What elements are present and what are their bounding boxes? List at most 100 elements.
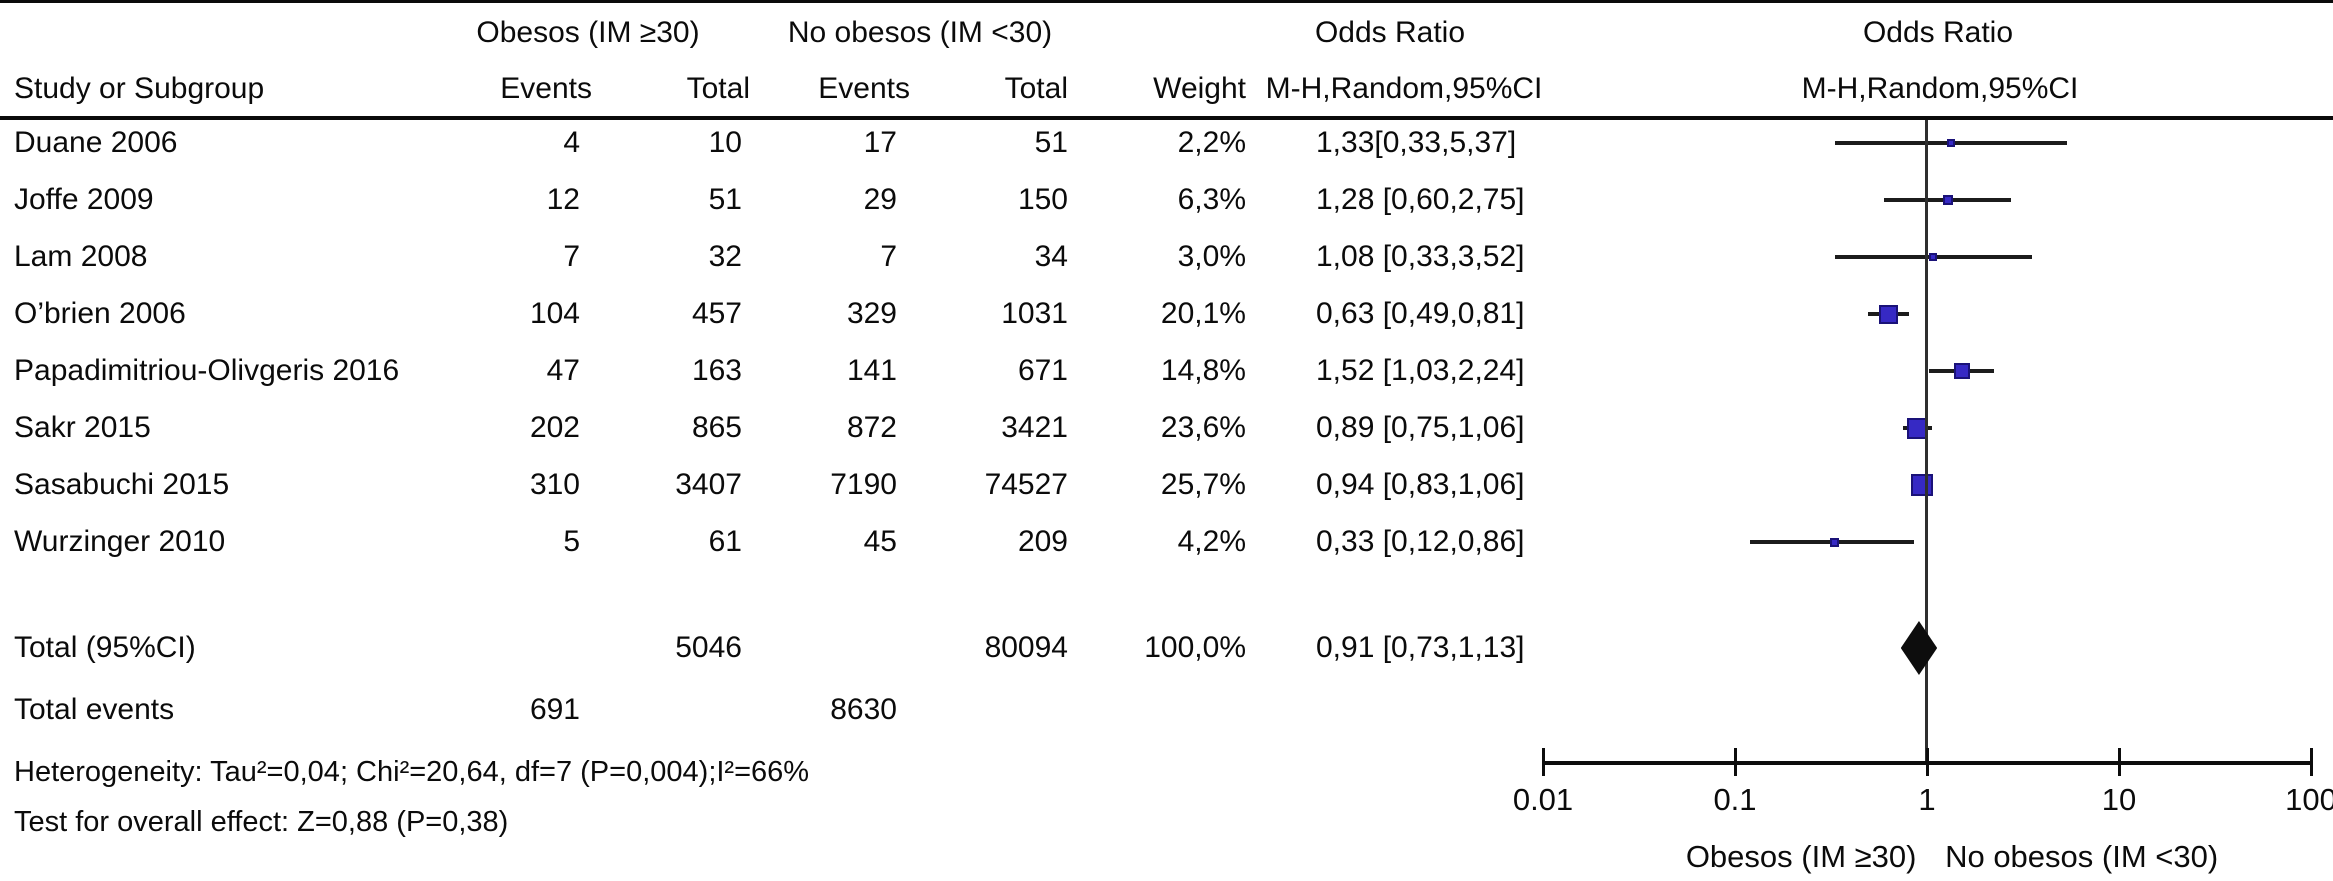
group2-header: No obesos (IM <30) [787,16,1053,49]
effect-square [1830,537,1840,547]
weight-cell: 23,6% [1160,411,1246,444]
events-nonobese-cell: 29 [863,183,897,216]
weight-cell: 14,8% [1160,354,1246,387]
total-nonobese-cell: 150 [1017,183,1068,216]
or-ci-cell: 0,33 [0,12,0,86] [1316,525,1525,558]
events-nonobese-cell: 17 [863,126,897,159]
study-name: Lam 2008 [14,240,148,273]
events2-column-header: Events [818,72,910,105]
total1-column-header: Total [686,72,750,105]
total-nonobese-cell: 3421 [1001,411,1068,444]
axis-tick-label: 10 [2101,782,2137,817]
events-nonobese-cell: 872 [846,411,897,444]
study-name: Duane 2006 [14,126,178,159]
summary-diamond [1900,621,1938,675]
total-or-ci: 0,91 [0,73,1,13] [1316,631,1525,664]
total-nonobese-cell: 34 [1034,240,1068,273]
heterogeneity-note: Heterogeneity: Tau²=0,04; Chi²=20,64, df… [14,756,810,788]
total-nonobese-cell: 74527 [984,468,1068,501]
axis-caption-right: No obesos (IM <30) [1945,839,2219,874]
total-obese-cell: 32 [708,240,742,273]
events-nonobese-cell: 329 [846,297,897,330]
total-obese-cell: 61 [708,525,742,558]
study-name: O’brien 2006 [14,297,186,330]
total-events-nonobese: 8630 [830,693,897,726]
effect-square [1910,474,1933,496]
effect-square [1946,139,1955,147]
or-ci-cell: 0,89 [0,75,1,06] [1316,411,1525,444]
total-obese-cell: 51 [708,183,742,216]
axis-tick-label: 1 [1918,782,1936,817]
axis-tick-label: 0.1 [1713,782,1757,817]
axis-tick-label: 0.01 [1512,782,1574,817]
axis-tick [2118,748,2121,776]
study-name: Joffe 2009 [14,183,154,216]
total-weight: 100,0% [1144,631,1246,664]
events-obese-cell: 104 [529,297,580,330]
effect-square [1929,253,1938,261]
total-obese-n: 5046 [675,631,742,664]
total-row-label: Total (95%CI) [14,631,196,664]
group1-header: Obesos (IM ≥30) [476,16,700,49]
or-ci-cell: 0,63 [0,49,0,81] [1316,297,1525,330]
events-obese-cell: 202 [529,411,580,444]
events-obese-cell: 4 [563,126,580,159]
study-column-header: Study or Subgroup [14,72,265,105]
axis-caption-left: Obesos (IM ≥30) [1685,839,1917,874]
events-obese-cell: 7 [563,240,580,273]
effect-square [1942,195,1953,205]
weight-cell: 2,2% [1177,126,1246,159]
total2-column-header: Total [1004,72,1068,105]
events-obese-cell: 12 [546,183,580,216]
weight-cell: 25,7% [1160,468,1246,501]
study-name: Wurzinger 2010 [14,525,226,558]
overall-effect-note: Test for overall effect: Z=0,88 (P=0,38) [14,806,509,838]
or-ci-cell: 1,28 [0,60,2,75] [1316,183,1525,216]
or-ci-cell: 1,33[0,33,5,37] [1316,126,1517,159]
total-nonobese-cell: 671 [1017,354,1068,387]
total-events-obese: 691 [529,693,580,726]
total-nonobese-cell: 209 [1017,525,1068,558]
events-nonobese-cell: 7190 [830,468,897,501]
weight-cell: 6,3% [1177,183,1246,216]
axis-tick [1542,748,1545,776]
events-nonobese-cell: 45 [863,525,897,558]
effect-square [1953,363,1970,379]
total-obese-cell: 10 [708,126,742,159]
weight-cell: 3,0% [1177,240,1246,273]
effect-square [1878,304,1898,324]
header-rule [0,116,2333,120]
total-obese-cell: 865 [691,411,742,444]
events-nonobese-cell: 141 [846,354,897,387]
or-method-header-plot: M-H,Random,95%CI [1801,72,2079,105]
total-obese-cell: 457 [691,297,742,330]
axis-tick [2310,748,2313,776]
total-nonobese-cell: 1031 [1001,297,1068,330]
axis-caption: Obesos (IM ≥30) No obesos (IM <30) [1686,838,2218,876]
top-border-line [0,0,2333,3]
weight-cell: 20,1% [1160,297,1246,330]
odds-ratio-header-left: Odds Ratio [1314,16,1466,49]
axis-tick [1734,748,1737,776]
total-nonobese-cell: 51 [1034,126,1068,159]
odds-ratio-header-plot: Odds Ratio [1862,16,2014,49]
events-nonobese-cell: 7 [880,240,897,273]
events1-column-header: Events [500,72,592,105]
or-ci-cell: 1,52 [1,03,2,24] [1316,354,1525,387]
total-events-label: Total events [14,693,175,726]
or-ci-cell: 1,08 [0,33,3,52] [1316,240,1525,273]
axis-tick [1926,748,1929,776]
study-name: Papadimitriou-Olivgeris 2016 [14,354,400,387]
events-obese-cell: 47 [546,354,580,387]
no-effect-line [1925,120,1928,765]
weight-cell: 4,2% [1177,525,1246,558]
total-obese-cell: 3407 [675,468,742,501]
total-nonobese-n: 80094 [984,631,1068,664]
events-obese-cell: 310 [529,468,580,501]
or-method-header-left: M-H,Random,95%CI [1265,72,1543,105]
axis-tick-label: 100 [2285,782,2333,817]
study-name: Sakr 2015 [14,411,151,444]
total-obese-cell: 163 [691,354,742,387]
weight-column-header: Weight [1153,72,1246,105]
